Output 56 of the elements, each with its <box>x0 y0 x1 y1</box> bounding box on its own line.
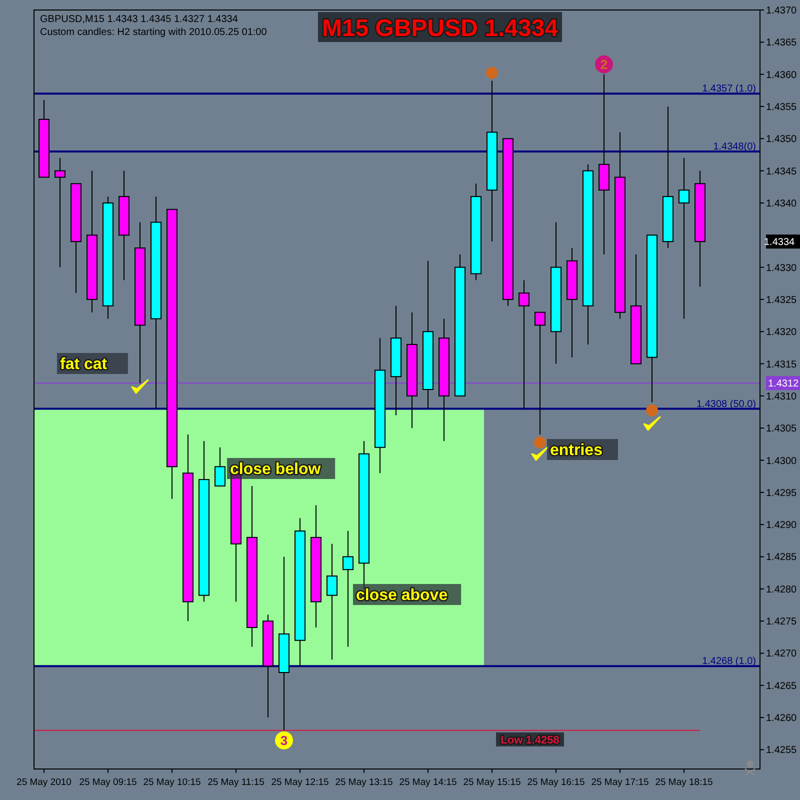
y-tick-label: 1.4285 <box>766 552 798 564</box>
annotation: Custom candles: H2 starting with 2010.05.25 01:00 <box>40 27 268 38</box>
y-tick-label: 1.4340 <box>766 198 798 210</box>
candlestick <box>342 530 354 648</box>
candlestick <box>54 157 66 268</box>
y-tick-label: 1.4275 <box>766 616 798 628</box>
ref-line-label: 1.4357 (1.0) <box>702 84 756 95</box>
x-tick-label: 25 May 13:15 <box>335 777 393 788</box>
y-tick-label: 1.4305 <box>766 424 798 435</box>
y-tick-label: 1.4295 <box>766 488 798 499</box>
annotation: 2 <box>600 57 608 72</box>
x-tick-label: 25 May 18:15 <box>655 777 713 788</box>
x-tick-label: 25 May 12:15 <box>271 777 329 788</box>
x-tick-label: 25 May 17:15 <box>591 777 649 788</box>
y-tick-label: 1.4270 <box>766 648 798 660</box>
y-tick-label: 1.4265 <box>766 680 798 692</box>
y-tick-label: 1.4355 <box>766 102 798 113</box>
y-tick-label: 1.4315 <box>766 359 798 370</box>
ref-line-label: 1.4348(0) <box>713 142 756 153</box>
ref-line-label: 1.4308 (50.0) <box>696 398 756 410</box>
candlestick <box>518 280 530 410</box>
annotation: 3 <box>280 733 288 748</box>
y-tick-label: 1.4260 <box>766 713 798 724</box>
x-tick-label: 25 May 10:15 <box>143 777 201 788</box>
y-tick-label: 1.4370 <box>766 6 798 16</box>
y-tick-label: 1.4300 <box>766 456 798 467</box>
y-tick-label: 1.4325 <box>766 294 798 306</box>
y-tick-label: 1.4310 <box>766 391 798 402</box>
y-tick-label: 1.4330 <box>766 262 798 274</box>
candlestick <box>326 543 338 660</box>
annotation: fat cat <box>60 356 108 373</box>
chart-subtitle: GBPUSD,M15 1.4343 1.4345 1.4327 1.4334 <box>40 14 238 25</box>
ref-line-label: 1.4268 (1.0) <box>702 656 756 668</box>
y-tick-label: 1.4345 <box>766 166 798 178</box>
annotation: entries <box>550 442 603 459</box>
y-tick-label: 1.4365 <box>766 38 798 49</box>
x-tick-label: 25 May 09:15 <box>79 777 137 788</box>
x-tick-label: 25 May 11:15 <box>208 777 264 788</box>
ref-line-label: 1.4312 <box>768 378 800 390</box>
y-tick-label: 1.4280 <box>766 584 798 596</box>
x-tick-label: 25 May 16:15 <box>527 777 585 788</box>
annotation: close above <box>356 587 448 604</box>
x-tick-label: 25 May 15:15 <box>463 777 521 788</box>
y-tick-label: 1.4360 <box>766 70 798 81</box>
chart-title: M15 GBPUSD 1.4334 <box>322 15 559 42</box>
y-tick-label: 1.4350 <box>766 134 798 146</box>
ref-line-label: Low 1.4258 <box>500 734 560 746</box>
y-tick-label: 1.4255 <box>766 745 798 756</box>
candlestick <box>534 312 546 436</box>
candlestick <box>678 157 690 320</box>
annotation: close below <box>230 461 322 478</box>
y-tick-label: 1.4290 <box>766 520 798 532</box>
y-tick-label: 1.4320 <box>766 327 798 338</box>
candlestick <box>214 446 226 486</box>
x-tick-label: 25 May 14:15 <box>399 777 457 788</box>
x-tick-label: 25 May 2010 <box>16 777 72 788</box>
